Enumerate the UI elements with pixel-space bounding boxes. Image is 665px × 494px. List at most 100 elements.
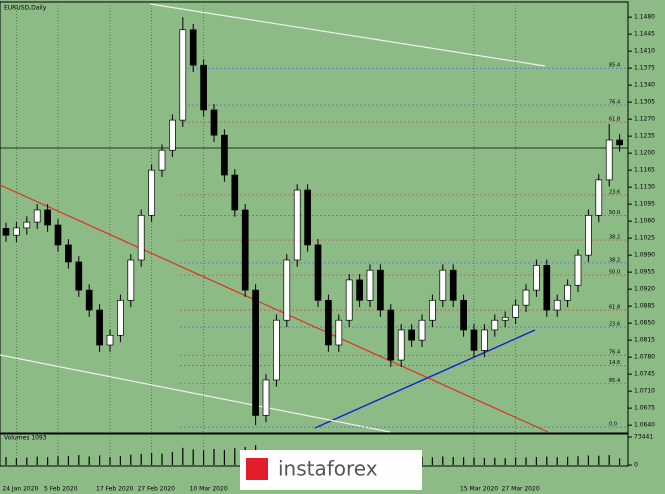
y-tick-label: 1.1375	[634, 65, 655, 72]
watermark-box	[240, 450, 422, 490]
volume-tick-label: 0	[634, 462, 638, 469]
candle-body	[252, 289, 259, 416]
y-tick-label: 1.1060	[634, 218, 655, 225]
level-label: 23.6	[609, 322, 620, 328]
candle-body	[283, 259, 291, 321]
candle-body	[491, 319, 499, 331]
candle-body	[44, 209, 51, 226]
level-label: 38.2	[609, 235, 620, 241]
candle-body	[512, 304, 519, 318]
candle-body	[377, 269, 384, 311]
channel-line	[0, 354, 391, 433]
candle-body	[481, 329, 488, 351]
candle-body	[241, 209, 249, 291]
y-tick-label: 1.0710	[634, 388, 655, 395]
candle-body	[345, 279, 353, 321]
candle-body	[96, 309, 103, 346]
candle-body	[54, 224, 62, 246]
level-label: 85.4	[609, 378, 620, 384]
channel-line	[149, 3, 546, 67]
candle-body	[200, 64, 207, 111]
level-label: 50.0	[609, 210, 620, 216]
watermark-text: instaforex	[278, 457, 378, 481]
y-tick-label: 1.1095	[634, 201, 655, 208]
watermark-icon	[246, 458, 268, 480]
y-tick-label: 1.0955	[634, 269, 655, 276]
y-tick-label: 1.1410	[634, 48, 655, 55]
y-tick-label: 1.1270	[634, 116, 655, 123]
candle-body	[231, 174, 239, 211]
candle-body	[158, 149, 166, 171]
candle-body	[387, 309, 395, 361]
level-label: 0.0	[609, 422, 617, 428]
candle-body	[439, 269, 447, 301]
level-label: 61.8	[609, 305, 620, 311]
price-panel	[0, 1, 629, 434]
candle-body	[33, 209, 41, 223]
candle-body	[564, 284, 571, 301]
candle-body	[117, 299, 124, 336]
level-label: 50.0	[609, 270, 620, 276]
y-tick-label: 1.0815	[634, 337, 655, 344]
candle-body	[106, 334, 114, 346]
volume-label: Volumes 1093	[4, 435, 47, 442]
candle-body	[75, 261, 83, 291]
y-tick-label: 1.0920	[634, 286, 655, 293]
y-tick-label: 1.1200	[634, 150, 655, 157]
y-tick-label: 1.1480	[634, 14, 655, 21]
candle-body	[585, 214, 592, 256]
candle-body	[397, 329, 405, 361]
y-tick-label: 1.1130	[634, 184, 655, 191]
candle-body	[356, 279, 363, 301]
candle-body	[522, 289, 530, 306]
y-tick-label: 1.1340	[634, 82, 655, 89]
candle-body	[616, 139, 623, 146]
y-tick-label: 1.0780	[634, 354, 655, 361]
y-tick-label: 1.0745	[634, 371, 655, 378]
candle-body	[293, 189, 301, 261]
watermark: instaforex	[240, 450, 422, 490]
candle-body	[273, 319, 280, 381]
x-tick-label: 10 Mar 2020	[190, 486, 228, 493]
level-label: 23.6	[609, 189, 620, 195]
candle-body	[304, 189, 311, 246]
y-tick-label: 1.1305	[634, 99, 655, 106]
x-tick-label: 24 Jan 2020	[2, 486, 38, 493]
candle-body	[335, 319, 343, 346]
candle-body	[449, 269, 457, 301]
candle-body	[501, 316, 509, 321]
trend-line	[314, 329, 536, 429]
level-label: 61.8	[609, 117, 620, 123]
candle-body	[23, 221, 31, 229]
candle-body	[366, 269, 374, 301]
candle-body	[418, 319, 426, 341]
candle-body	[169, 119, 176, 151]
y-tick-label: 1.0675	[634, 405, 655, 412]
candle-body	[189, 29, 197, 66]
candle-body	[148, 169, 155, 216]
candle-body	[127, 259, 135, 301]
candle-body	[543, 264, 551, 311]
level-label: 38.2	[609, 257, 620, 263]
volume-tick-label: 73441	[634, 434, 653, 441]
trend-line	[0, 184, 549, 433]
candle-body	[553, 299, 561, 311]
candle-body	[605, 139, 613, 181]
x-tick-label: 27 Mar 2020	[502, 486, 540, 493]
candle-body	[470, 329, 478, 351]
level-label: 85.4	[609, 63, 620, 69]
y-tick-label: 1.1235	[634, 133, 655, 140]
candle-body	[460, 299, 467, 331]
candle-body	[314, 244, 322, 301]
candle-body	[85, 289, 93, 311]
candle-body	[221, 134, 228, 176]
x-tick-label: 27 Feb 2020	[138, 486, 176, 493]
candle-body	[210, 109, 218, 136]
y-tick-label: 1.1025	[634, 235, 655, 242]
candle-body	[325, 299, 332, 346]
x-tick-label: 5 Feb 2020	[44, 486, 78, 493]
level-label: 14.6	[609, 360, 620, 366]
y-tick-label: 1.1165	[634, 167, 655, 174]
